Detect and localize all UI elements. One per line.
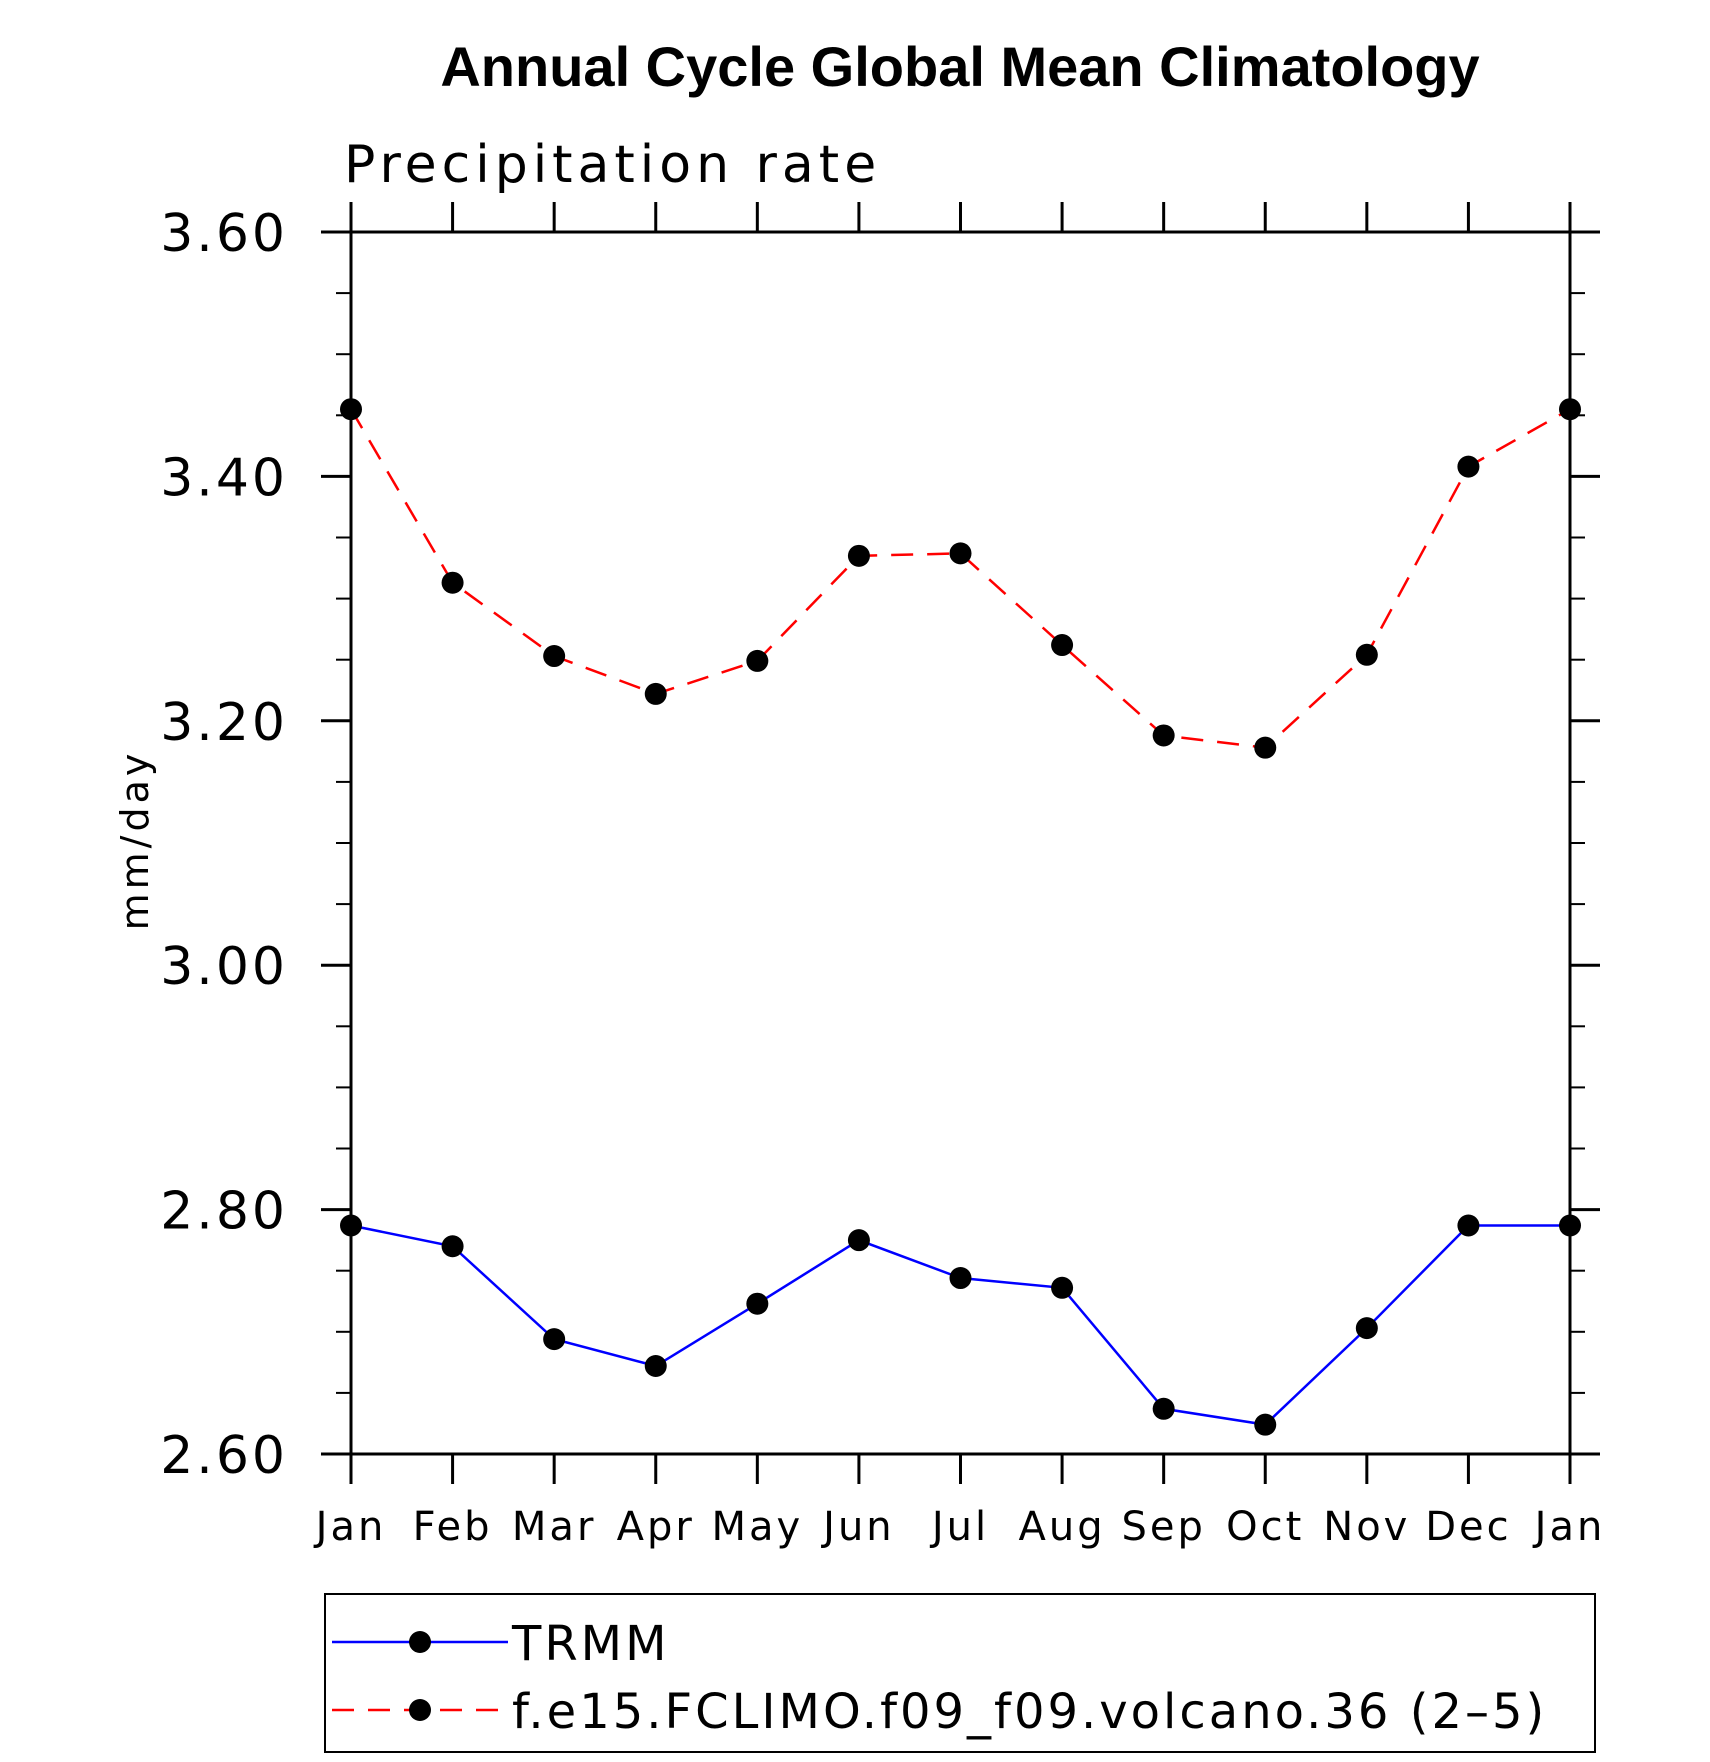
x-tick-label: Oct	[1226, 1504, 1304, 1550]
data-point-trmm	[1051, 1276, 1074, 1299]
data-point-volcano	[543, 645, 566, 668]
x-tick-labels: Jan Feb Mar Apr May Jun Jul Aug Sep Oct Nov Dec Jan	[313, 1504, 1606, 1550]
x-tick-label: Dec	[1425, 1504, 1511, 1550]
legend-label-trmm: TRMM	[511, 1616, 670, 1672]
data-point-volcano	[644, 682, 667, 705]
axis-ticks	[321, 202, 1600, 1484]
x-tick-label: Jun	[820, 1504, 895, 1550]
data-point-trmm	[340, 1214, 362, 1237]
data-point-volcano	[1254, 736, 1277, 759]
chart-title: Annual Cycle Global Mean Climatology	[440, 35, 1479, 98]
data-point-volcano	[949, 542, 972, 565]
y-axis-label: mm/day	[113, 750, 157, 931]
data-point-trmm	[644, 1355, 667, 1378]
x-tick-label: Mar	[512, 1504, 596, 1550]
y-tick-label: 3.60	[160, 204, 288, 264]
y-tick-label: 2.60	[160, 1426, 288, 1486]
data-point-trmm	[1559, 1214, 1581, 1237]
legend-marker-trmm	[409, 1631, 431, 1653]
data-point-trmm	[847, 1229, 870, 1252]
data-point-trmm	[1355, 1317, 1378, 1340]
data-point-volcano	[340, 398, 362, 421]
data-point-trmm	[1457, 1214, 1480, 1237]
x-tick-label: Nov	[1323, 1504, 1410, 1550]
x-tick-label: Sep	[1121, 1504, 1205, 1550]
data-point-trmm	[543, 1328, 566, 1351]
data-point-volcano	[1051, 634, 1074, 657]
chart-subtitle: Precipitation rate	[344, 135, 881, 195]
data-point-trmm	[746, 1292, 769, 1315]
y-tick-labels: 3.60 3.40 3.20 3.00 2.80 2.60	[160, 204, 288, 1486]
legend-marker-volcano	[409, 1699, 431, 1721]
data-point-volcano	[1457, 455, 1480, 478]
data-point-trmm	[441, 1235, 464, 1258]
y-tick-label: 3.40	[160, 448, 288, 508]
data-point-volcano	[746, 649, 769, 672]
data-point-volcano	[441, 571, 464, 594]
x-tick-label: Jul	[929, 1504, 989, 1550]
data-point-trmm	[1152, 1397, 1175, 1420]
series-line-volcano	[349, 408, 1571, 749]
data-point-volcano	[847, 544, 870, 567]
series-markers	[340, 398, 1581, 1436]
x-tick-label: May	[711, 1504, 803, 1550]
y-tick-label: 3.00	[160, 937, 288, 997]
data-point-volcano	[1355, 643, 1378, 666]
x-tick-label: Jan	[1532, 1504, 1606, 1550]
data-point-trmm	[949, 1267, 972, 1290]
x-tick-label: Apr	[617, 1504, 695, 1550]
x-tick-label: Jan	[313, 1504, 387, 1550]
legend-box	[324, 1593, 1596, 1753]
data-point-volcano	[1152, 724, 1175, 747]
y-tick-label: 2.80	[160, 1182, 288, 1242]
legend-label-volcano: f.e15.FCLIMO.f09_f09.volcano.36 (2–5)	[512, 1684, 1547, 1740]
x-tick-label: Feb	[413, 1504, 493, 1550]
data-point-volcano	[1559, 398, 1581, 421]
legend: TRMM f.e15.FCLIMO.f09_f09.volcano.36 (2–…	[324, 1593, 1596, 1753]
y-tick-label: 3.20	[160, 693, 288, 753]
series-line-trmm	[350, 1224, 1570, 1427]
x-tick-label: Aug	[1019, 1504, 1106, 1550]
data-point-trmm	[1254, 1413, 1277, 1436]
